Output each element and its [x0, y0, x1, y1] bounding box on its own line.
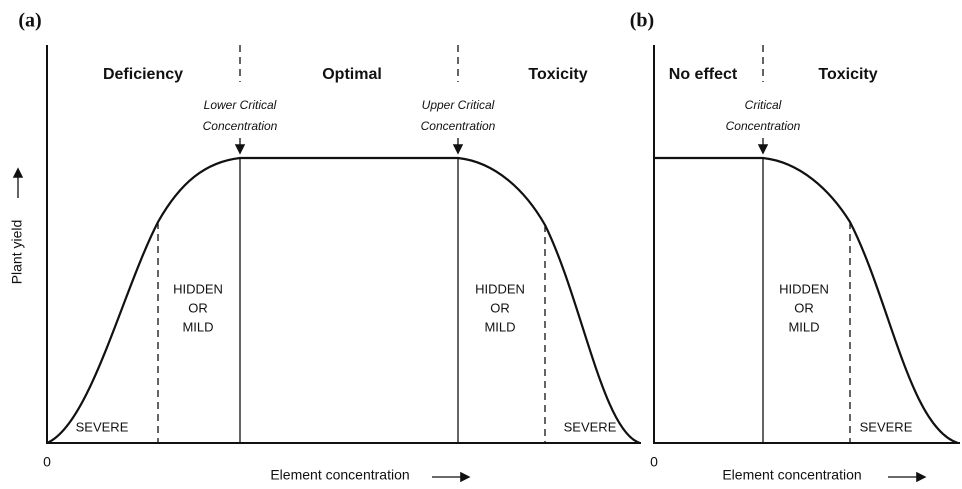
symptom-label: HIDDEN: [475, 281, 525, 296]
critical-label: Critical: [745, 98, 782, 112]
critical-label: Concentration: [203, 119, 278, 133]
origin-label: 0: [650, 454, 658, 470]
origin-label: 0: [43, 454, 51, 470]
panel-label: (b): [630, 10, 654, 32]
symptom-label: HIDDEN: [779, 281, 829, 296]
zone-label: No effect: [669, 66, 738, 83]
symptom-label: SEVERE: [76, 419, 129, 434]
y-axis-label: Plant yield: [9, 220, 25, 285]
critical-label: Lower Critical: [204, 98, 277, 112]
symptom-label: SEVERE: [860, 419, 913, 434]
symptom-label: OR: [794, 300, 814, 315]
zone-label: Deficiency: [103, 66, 183, 83]
critical-label: Upper Critical: [422, 98, 495, 112]
zone-label: Toxicity: [818, 66, 877, 83]
symptom-label: MILD: [484, 319, 515, 334]
panel-label: (a): [18, 10, 41, 32]
x-axis-label: Element concentration: [722, 467, 861, 483]
x-axis-label: Element concentration: [270, 467, 409, 483]
zone-label: Optimal: [322, 66, 382, 83]
yield-curve: [46, 156, 641, 445]
critical-label: Concentration: [421, 119, 496, 133]
symptom-label: SEVERE: [564, 419, 617, 434]
symptom-label: OR: [490, 300, 510, 315]
critical-label: Concentration: [726, 119, 801, 133]
symptom-label: MILD: [788, 319, 819, 334]
zone-label: Toxicity: [528, 66, 587, 83]
yield-curve: [654, 156, 959, 445]
symptom-label: OR: [188, 300, 208, 315]
symptom-label: MILD: [182, 319, 213, 334]
symptom-label: HIDDEN: [173, 281, 223, 296]
